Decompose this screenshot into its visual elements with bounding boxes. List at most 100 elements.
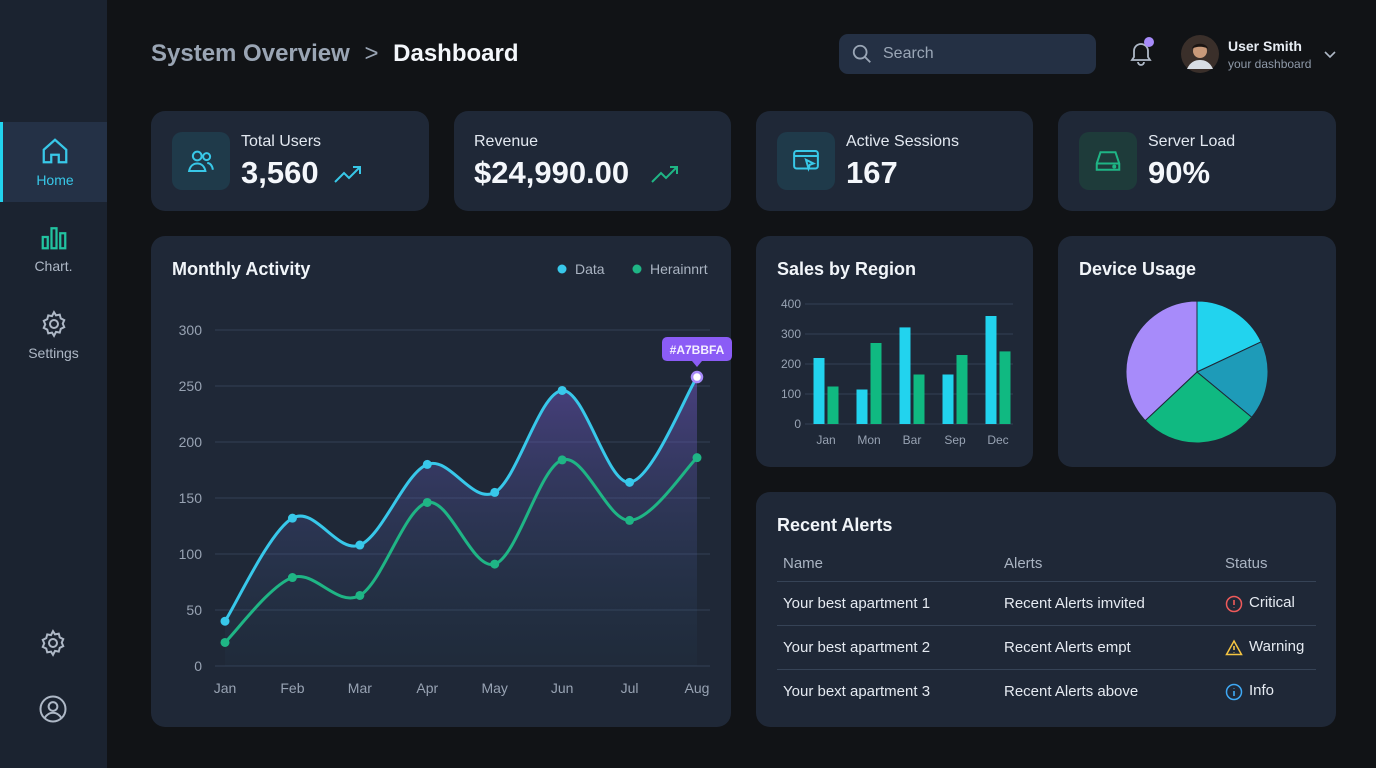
legend-swatch [632,264,642,274]
data-point [557,455,567,465]
y-tick-label: 400 [781,297,801,311]
bar [856,389,868,424]
x-tick-label: Dec [987,433,1008,447]
y-tick-label: 200 [179,434,203,450]
user-menu-chevron[interactable] [1322,46,1338,62]
x-tick-label: Mar [348,680,372,696]
stat-label: Active Sessions [846,133,959,150]
data-point [355,540,365,550]
nav-home[interactable]: Home [0,122,107,202]
stat-value: 3,560 [241,155,319,190]
page-title: Dashboard [393,40,519,67]
breadcrumb-parent[interactable]: System Overview [151,40,350,67]
stat-label: Server Load [1148,133,1236,150]
pie-slice [1144,371,1253,444]
x-tick-label: Feb [280,680,304,696]
notification-bell[interactable] [1124,36,1158,70]
y-tick-label: 0 [794,417,801,431]
bar [999,351,1011,424]
settings-icon[interactable] [38,628,68,658]
x-tick-label: Jan [816,433,835,447]
search-placeholder: Search [883,45,934,62]
x-tick-label: May [481,680,507,696]
avatar[interactable] [1181,35,1219,73]
search-box[interactable]: Search [839,34,1096,74]
search-icon [852,44,871,63]
card-title: Recent Alerts [777,515,893,535]
bar [942,374,954,424]
warning-icon [1225,638,1243,655]
x-tick-label: Aug [685,680,710,696]
stat-value: $24,990.00 [474,155,630,190]
nav-chart[interactable]: Chart. [0,208,107,288]
y-tick-label: 0 [194,658,202,674]
column-header: Alerts [998,545,1219,582]
profile-icon[interactable] [38,694,68,724]
tooltip-pointer [692,361,702,368]
card-title: Device Usage [1079,259,1197,279]
table-header: Name Alerts Status [777,545,1316,582]
critical-icon [1225,595,1243,612]
breadcrumb-separator: > [364,40,379,67]
y-tick-label: 100 [179,546,203,562]
status-cell: Warning [1219,625,1316,670]
data-point [422,497,432,507]
table-row[interactable]: Your bext apartment 3 Recent Alerts abov… [777,670,1316,714]
y-tick-label: 150 [179,490,203,506]
y-tick-label: 50 [186,602,202,618]
trend-icon [651,166,678,183]
stat-icon [777,132,835,190]
legend-label: Data [575,261,605,277]
stat-card: Active Sessions 167 [756,111,1033,211]
bar [956,355,968,424]
series-line [223,456,699,644]
bar [899,327,911,424]
x-tick-label: Sep [944,433,966,447]
area [225,377,697,666]
card-title: Sales by Region [777,259,917,279]
y-tick-label: 300 [179,322,203,338]
legend-label: Herainnrt [650,261,708,277]
column-header: Name [777,545,998,582]
stat-value: 90% [1148,155,1211,190]
table-row[interactable]: Your best apartment 2 Recent Alerts empt… [777,625,1316,670]
tooltip-box [662,337,732,362]
series-line [223,376,699,623]
nav-label: Home [36,172,74,188]
x-tick-label: Jun [551,680,574,696]
stat-card: Server Load 90% [1058,111,1336,211]
status-cell: Critical [1219,581,1316,626]
data-point [692,453,702,463]
alerts-table: Name Alerts Status Your best apartment 1… [777,545,1316,713]
pie-slice [1125,300,1198,422]
cell: Recent Alerts imvited [998,581,1219,626]
breadcrumb: System Overview > Dashboard [151,40,519,68]
data-point [220,616,230,626]
nav-settings[interactable]: Settings [0,295,107,375]
cell: Your best apartment 2 [777,625,998,670]
y-tick-label: 300 [781,327,801,341]
stat-icon [1079,132,1137,190]
stat-card: Total Users 3,560 [151,111,429,211]
bar [870,343,882,424]
trend-icon [334,166,361,183]
x-tick-label: Jan [214,680,237,696]
stat-value: 167 [846,155,898,190]
status: Warning [1249,638,1305,656]
x-tick-label: Jul [621,680,639,696]
stat-card: Revenue $24,990.00 [454,111,731,211]
bar [985,316,997,424]
data-point [287,573,297,583]
data-point [355,590,365,600]
legend-swatch [557,264,567,274]
column-header: Status [1219,545,1316,582]
data-point [287,513,297,523]
table-row[interactable]: Your best apartment 1 Recent Alerts imvi… [777,581,1316,626]
nav-label: Settings [28,345,79,361]
cell: Recent Alerts above [1004,683,1139,700]
highlight-point [690,370,704,384]
user-name: User Smith [1228,38,1302,54]
